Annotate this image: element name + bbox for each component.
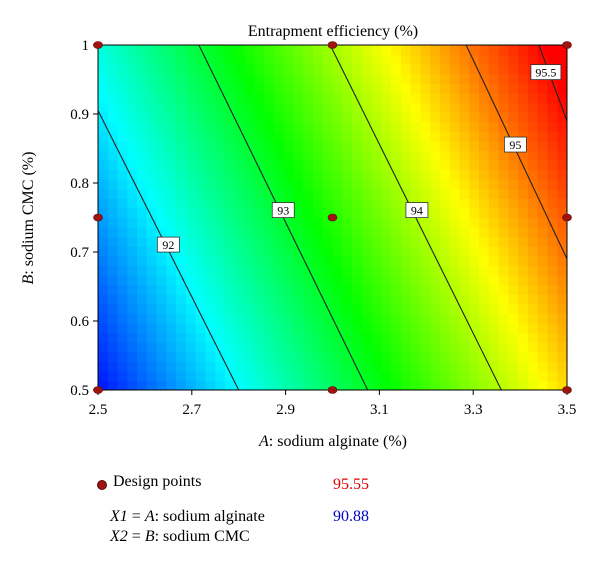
x1-text: : sodium alginate — [154, 508, 265, 525]
design-point — [562, 386, 572, 394]
x-tick-label: 2.9 — [276, 402, 295, 418]
x1-symbol: X1 — [110, 508, 128, 525]
x-axis-label-text: : sodium alginate (%) — [269, 433, 407, 450]
contour-label-box-92 — [156, 236, 180, 253]
contour-line-95.5 — [538, 45, 567, 122]
contour-label-box-94 — [405, 202, 429, 219]
x1-var: A — [144, 508, 155, 525]
y-tick-label: 0.6 — [70, 314, 89, 330]
y-tick-label: 0.5 — [70, 383, 89, 399]
x2-symbol: X2 — [110, 528, 128, 545]
contour-label-box-93 — [271, 202, 295, 219]
chart-title: Entrapment efficiency (%) — [248, 23, 418, 40]
design-point — [93, 386, 103, 394]
design-point — [327, 213, 338, 222]
design-point-legend-marker — [97, 480, 107, 490]
x-tick-label: 3.1 — [370, 402, 389, 418]
heatmap-surface — [98, 45, 567, 390]
x2-eq: = — [127, 528, 145, 545]
design-point — [93, 41, 103, 49]
contour-labels: 92 93 94 95 95.5 — [156, 64, 562, 253]
design-point — [562, 41, 572, 49]
contour-label-92: 92 — [162, 238, 174, 252]
x-tick-label: 2.5 — [89, 402, 108, 418]
x2-var: B — [144, 528, 155, 545]
x2-text: : sodium CMC — [154, 528, 250, 545]
design-points-label: Design points — [113, 473, 202, 490]
contour-label-box-95 — [504, 136, 527, 153]
x1-definition: X1 = A: sodium alginate — [110, 508, 265, 526]
design-points — [93, 41, 572, 394]
design-point — [93, 213, 103, 222]
x-axis-label: A: sodium alginate (%) — [258, 433, 407, 450]
y-tick-label: 0.9 — [70, 107, 89, 123]
x2-definition: X2 = B: sodium CMC — [110, 528, 250, 546]
design-point — [327, 41, 338, 49]
axis-ticks: 2.5 2.7 2.9 3.1 3.3 3.5 0.5 0.6 0.7 0.8 0.9 1 — [70, 38, 576, 418]
contour-label-94: 94 — [411, 204, 423, 218]
y-tick-label: 0.7 — [70, 245, 89, 261]
contour-label-93: 93 — [277, 204, 289, 218]
design-point — [327, 386, 338, 394]
design-point — [562, 213, 572, 222]
x-tick-label: 3.5 — [558, 402, 577, 418]
x-tick-label: 2.7 — [182, 402, 201, 418]
contour-label-95.5: 95.5 — [535, 66, 556, 80]
y-tick-label: 1 — [82, 38, 90, 54]
x1-eq: = — [127, 508, 145, 525]
x-axis-label-var: A — [258, 433, 269, 450]
y-axis-label: B: sodium CMC (%) — [20, 152, 37, 285]
y-axis-label-text: : sodium CMC (%) — [20, 152, 37, 275]
contour-label-box-95.5 — [530, 64, 562, 80]
y-axis-label-var: B — [20, 274, 37, 284]
colorbar-min-label: 90.88 — [333, 508, 369, 525]
x-tick-label: 3.3 — [464, 402, 483, 418]
contour-label-95: 95 — [509, 138, 521, 152]
y-tick-label: 0.8 — [70, 176, 89, 192]
colorbar-max-label: 95.55 — [333, 476, 369, 493]
